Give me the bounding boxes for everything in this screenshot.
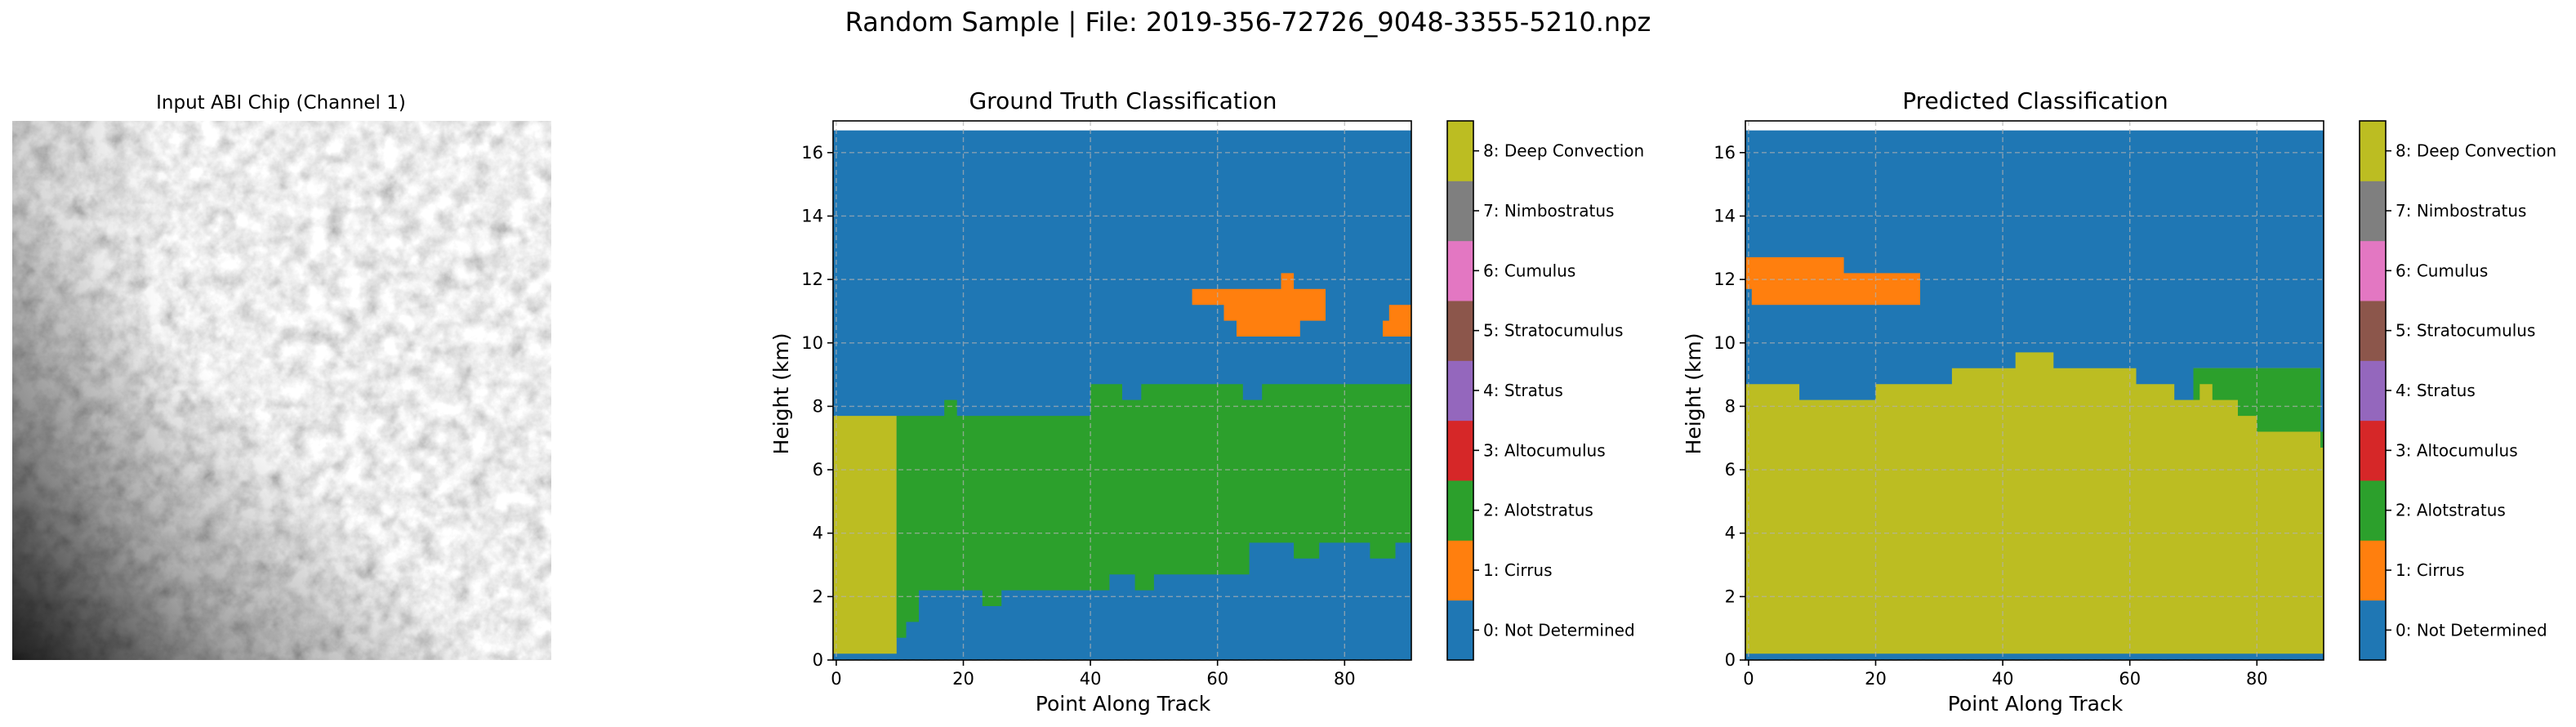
gt-ytick-label: 16 bbox=[801, 143, 823, 163]
pred-colorbar-label-3: 3: Altocumulus bbox=[2396, 440, 2518, 460]
pred-xtick-label: 0 bbox=[1743, 669, 1754, 689]
gt-ytick-label: 2 bbox=[813, 587, 823, 606]
pred-colorbar-swatch-7 bbox=[2360, 181, 2386, 242]
pred-ytick-label: 0 bbox=[1725, 650, 1736, 670]
gt-colorbar-label-0: 0: Not Determined bbox=[1483, 620, 1635, 640]
gt-xtick-label: 60 bbox=[1206, 669, 1228, 689]
gt-colorbar-label-7: 7: Nimbostratus bbox=[1483, 201, 1614, 221]
pred-xtick-label: 40 bbox=[1992, 669, 2014, 689]
gt-colorbar-swatch-5 bbox=[1447, 301, 1473, 361]
gt-colorbar-swatch-7 bbox=[1447, 181, 1473, 242]
pred-colorbar-label-0: 0: Not Determined bbox=[2396, 620, 2547, 640]
predicted-plot: 0 20 40 60 80 0 2 4 6 8 10 12 14 16 bbox=[1714, 120, 2324, 689]
pred-xtick-label: 80 bbox=[2246, 669, 2268, 689]
pred-ytick-label: 4 bbox=[1725, 524, 1736, 543]
pred-region-class-8-0 bbox=[1745, 352, 2324, 654]
gt-region-class-1-2 bbox=[1192, 273, 1326, 337]
gt-xtick-label: 80 bbox=[1334, 669, 1356, 689]
pred-colorbar-label-8: 8: Deep Convection bbox=[2396, 141, 2556, 161]
pred-ytick-label: 12 bbox=[1714, 270, 1736, 289]
gt-ytick-label: 14 bbox=[801, 206, 823, 225]
gt-colorbar-label-1: 1: Cirrus bbox=[1483, 560, 1553, 580]
pred-colorbar-swatch-8 bbox=[2360, 121, 2386, 181]
gt-colorbar-label-5: 5: Stratocumulus bbox=[1483, 321, 1623, 341]
gt-xtick-label: 20 bbox=[952, 669, 974, 689]
ground-truth-title: Ground Truth Classification bbox=[969, 87, 1277, 114]
input-chip-panel: Input ABI Chip (Channel 1) bbox=[12, 92, 551, 660]
pred-axes-frame bbox=[1745, 120, 2324, 661]
gt-ytick-label: 0 bbox=[813, 650, 823, 670]
gt-region-class-2-1 bbox=[896, 384, 1411, 638]
gt-ytick-label: 10 bbox=[801, 333, 823, 353]
gt-region-class-8-0 bbox=[833, 416, 897, 654]
pred-ytick-label: 10 bbox=[1714, 333, 1736, 353]
ground-truth-plot: 0 20 40 60 80 0 2 4 6 8 10 12 14 16 bbox=[801, 120, 1412, 689]
gt-ytick-label: 8 bbox=[813, 396, 823, 416]
gt-xtick-label: 0 bbox=[831, 669, 841, 689]
pred-xtick-label: 60 bbox=[2119, 669, 2141, 689]
gt-colorbar-swatch-1 bbox=[1447, 540, 1473, 601]
gt-region-class-1-3 bbox=[1383, 305, 1411, 337]
pred-xtick-label: 20 bbox=[1865, 669, 1887, 689]
pred-colorbar-label-7: 7: Nimbostratus bbox=[2396, 201, 2526, 221]
ground-truth-ylabel: Height (km) bbox=[769, 333, 793, 455]
pred-ytick-label: 6 bbox=[1725, 460, 1736, 479]
ground-truth-colorbar: 0: Not Determined 1: Cirrus 2: Alotstratus… bbox=[1446, 120, 1644, 661]
pred-colorbar-frame bbox=[2359, 120, 2387, 661]
gt-colorbar-label-2: 2: Alotstratus bbox=[1483, 501, 1593, 520]
pred-colorbar-label-2: 2: Alotstratus bbox=[2396, 501, 2506, 520]
gt-colorbar-swatch-0 bbox=[1447, 600, 1473, 661]
pred-colorbar-label-5: 5: Stratocumulus bbox=[2396, 321, 2535, 341]
gt-colorbar-swatch-8 bbox=[1447, 121, 1473, 181]
input-chip-title: Input ABI Chip (Channel 1) bbox=[156, 92, 406, 114]
gt-colorbar-label-6: 6: Cumulus bbox=[1483, 261, 1575, 280]
ground-truth-xlabel: Point Along Track bbox=[1036, 692, 1211, 716]
gt-ytick-label: 4 bbox=[813, 524, 823, 543]
pred-colorbar-swatch-2 bbox=[2360, 480, 2386, 541]
predicted-ylabel: Height (km) bbox=[1682, 333, 1705, 455]
gt-colorbar-frame bbox=[1446, 120, 1474, 661]
predicted-panel: Predicted Classification 0 20 40 60 80 0 2 4 6 8 1… bbox=[1682, 87, 2556, 716]
gt-ytick-label: 6 bbox=[813, 460, 823, 479]
pred-ytick-label: 14 bbox=[1714, 206, 1736, 225]
pred-colorbar-swatch-4 bbox=[2360, 360, 2386, 421]
gt-axes-frame bbox=[832, 120, 1412, 661]
pred-colorbar-swatch-5 bbox=[2360, 301, 2386, 361]
gt-colorbar-label-8: 8: Deep Convection bbox=[1483, 141, 1644, 161]
gt-colorbar-swatch-2 bbox=[1447, 480, 1473, 541]
abi-chip-image bbox=[12, 121, 551, 660]
pred-region-class-1-2 bbox=[1745, 256, 1920, 306]
pred-region-class-2-1 bbox=[2193, 368, 2324, 448]
pred-colorbar-swatch-3 bbox=[2360, 420, 2386, 481]
gt-colorbar-label-3: 3: Altocumulus bbox=[1483, 440, 1606, 460]
pred-colorbar-label-1: 1: Cirrus bbox=[2396, 560, 2465, 580]
gt-colorbar-swatch-3 bbox=[1447, 420, 1473, 481]
gt-colorbar-swatch-6 bbox=[1447, 240, 1473, 301]
gt-colorbar-swatch-4 bbox=[1447, 360, 1473, 421]
predicted-colorbar: 0: Not Determined 1: Cirrus 2: Alotstratus… bbox=[2359, 120, 2556, 661]
figure-title: Random Sample | File: 2019-356-72726_904… bbox=[845, 7, 1651, 38]
predicted-title: Predicted Classification bbox=[1902, 87, 2168, 114]
gt-ytick-label: 12 bbox=[801, 270, 823, 289]
predicted-xlabel: Point Along Track bbox=[1948, 692, 2124, 716]
pred-colorbar-swatch-1 bbox=[2360, 540, 2386, 601]
pred-colorbar-label-6: 6: Cumulus bbox=[2396, 261, 2488, 280]
pred-ytick-label: 8 bbox=[1725, 396, 1736, 416]
gt-colorbar-label-4: 4: Stratus bbox=[1483, 381, 1563, 400]
pred-colorbar-swatch-6 bbox=[2360, 240, 2386, 301]
pred-ytick-label: 2 bbox=[1725, 587, 1736, 606]
pred-colorbar-label-4: 4: Stratus bbox=[2396, 381, 2476, 400]
pred-colorbar-swatch-0 bbox=[2360, 600, 2386, 661]
gt-xtick-label: 40 bbox=[1080, 669, 1102, 689]
pred-ytick-label: 16 bbox=[1714, 143, 1736, 163]
ground-truth-panel: Ground Truth Classification 0 20 40 60 80 0 2 4… bbox=[769, 87, 1644, 716]
